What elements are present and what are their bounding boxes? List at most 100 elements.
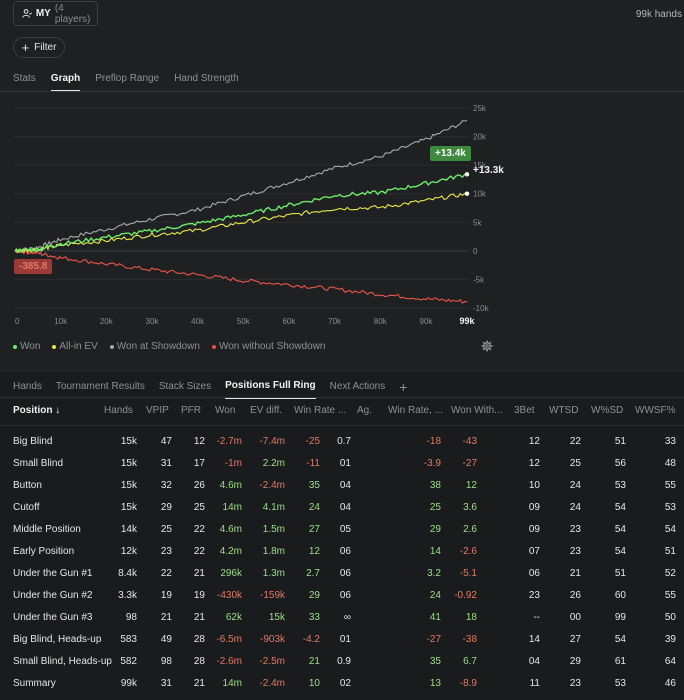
table-cell: 10 [528, 480, 540, 491]
player-selector[interactable]: MY (4 players) [13, 1, 98, 26]
position-name: Big Blind [13, 436, 53, 447]
column-header[interactable]: PFR [181, 405, 201, 416]
table-cell: -2.4m [259, 678, 285, 689]
tab-tournament-results[interactable]: Tournament Results [55, 381, 145, 392]
table-row[interactable]: Small Blind 15k 31 17 -1m 2.2m -11 01 -3.9 -27 12 2… [0, 452, 684, 474]
column-header[interactable]: VPIP [146, 405, 169, 416]
table-row[interactable]: Big Blind 15k 47 12 -2.7m -7.4m -25 0.7 -18 -43 12… [0, 430, 684, 452]
table-cell: 05 [339, 524, 351, 535]
table-row[interactable]: Cutoff 15k 29 25 14m 4.1m 24 04 25 3.6 09 24 54 53 [0, 496, 684, 518]
column-header[interactable]: 3Bet [514, 405, 535, 416]
table-cell: 21 [193, 568, 205, 579]
table-cell: 14 [528, 634, 540, 645]
legend-label: Won without Showdown [218, 341, 326, 352]
column-header[interactable]: W%SD [591, 405, 624, 416]
gear-icon[interactable] [481, 340, 493, 352]
table-cell: 0.9 [337, 656, 351, 667]
legend-item-allin-ev[interactable]: All-in EV [52, 341, 98, 352]
table-row[interactable]: Small Blind, Heads-up 582 98 28 -2.6m -2.5m 21… [0, 650, 684, 672]
tab-graph[interactable]: Graph [50, 73, 81, 92]
table-cell: 07 [528, 546, 540, 557]
table-cell: 35 [308, 480, 320, 491]
tab-preflop-range[interactable]: Preflop Range [95, 73, 160, 84]
table-cell: 17 [193, 458, 205, 469]
y-tick-label: 10k [473, 190, 487, 199]
add-tab-icon[interactable]: + [399, 378, 408, 395]
table-cell: 53 [614, 480, 626, 491]
table-cell: 22 [193, 546, 205, 557]
table-row[interactable]: Middle Position 14k 25 22 4.6m 1.5m 27 05 29 2.6 0… [0, 518, 684, 540]
table-cell: 14k [120, 524, 137, 535]
table-cell: 4.6m [219, 480, 242, 491]
table-cell: 52 [664, 568, 676, 579]
table-row[interactable]: Button 15k 32 26 4.6m -2.4m 35 04 38 12 10 24 53 55 [0, 474, 684, 496]
table-cell: 29 [429, 524, 441, 535]
table-cell: -5.1 [459, 568, 477, 579]
table-cell: ∞ [343, 612, 351, 623]
legend-item-showdown[interactable]: Won at Showdown [109, 341, 200, 352]
position-name: Small Blind, Heads-up [13, 656, 112, 667]
table-cell: 28 [193, 656, 205, 667]
series-end-point [464, 172, 470, 177]
column-header[interactable]: Won [215, 405, 236, 416]
filter-button[interactable]: + Filter [13, 37, 65, 58]
table-cell: 60 [614, 590, 626, 601]
table-row[interactable]: Under the Gun #1 8.4k 22 21 296k 1.3m 2.7 06 3.2… [0, 562, 684, 584]
tab-positions-full-ring[interactable]: Positions Full Ring [225, 380, 316, 399]
column-header[interactable]: Won With... [451, 405, 503, 416]
table-cell: 23 [569, 546, 581, 557]
x-tick-label: 80k [374, 317, 388, 326]
legend-item-won[interactable]: Won [13, 341, 40, 352]
column-header[interactable]: Hands [104, 405, 133, 416]
table-cell: 2.7 [306, 568, 320, 579]
table-cell: 98 [125, 612, 137, 623]
legend-label: Won at Showdown [116, 341, 200, 352]
table-cell: 8.4k [118, 568, 137, 579]
series-line-all-in-ev [14, 192, 468, 253]
table-cell: 15k [120, 480, 137, 491]
column-header[interactable]: WTSD [549, 405, 579, 416]
table-cell: 21 [308, 656, 320, 667]
table-row[interactable]: Under the Gun #2 3.3k 19 19 -430k -159k 29 06 24… [0, 584, 684, 606]
legend-dot [211, 344, 216, 349]
table-cell: 24 [308, 502, 320, 513]
table-cell: 54 [614, 502, 626, 513]
table-cell: 22 [193, 524, 205, 535]
table-cell: 61 [614, 656, 626, 667]
table-cell: 53 [614, 678, 626, 689]
x-tick-label: 70k [328, 317, 342, 326]
table-cell: 38 [429, 480, 441, 491]
table-cell: 25 [160, 524, 172, 535]
tab-hands[interactable]: Hands [13, 381, 42, 392]
y-tick-label: 20k [473, 133, 487, 142]
sort-column-header[interactable]: Position ↓ [13, 405, 61, 416]
legend-dot [109, 344, 114, 349]
column-header[interactable]: WWSF% [635, 405, 676, 416]
position-name: Under the Gun #2 [13, 590, 93, 601]
tab-next-actions[interactable]: Next Actions [329, 381, 386, 392]
table-cell: 29 [308, 590, 320, 601]
summary-row[interactable]: Summary 99k 31 21 14m -2.4m 10 02 13 -8.9 11 23 53 46 [0, 672, 684, 694]
column-header[interactable]: Win Rate, ... [388, 405, 444, 416]
table-cell: 29 [569, 656, 581, 667]
table-cell: 23 [569, 524, 581, 535]
table-cell: -2.5m [259, 656, 285, 667]
positions-table-body: Big Blind 15k 47 12 -2.7m -7.4m -25 0.7 -18 -43 12… [0, 430, 684, 694]
tab-hand-strength[interactable]: Hand Strength [174, 73, 239, 84]
tab-stack-sizes[interactable]: Stack Sizes [158, 381, 212, 392]
column-header[interactable]: Win Rate ... [294, 405, 347, 416]
legend-item-nonshowdown[interactable]: Won without Showdown [211, 341, 326, 352]
column-header[interactable]: EV diff. [250, 405, 283, 416]
table-row[interactable]: Under the Gun #3 98 21 21 62k 15k 33 ∞ 41 18 -- 00 9… [0, 606, 684, 628]
position-name: Summary [13, 678, 56, 689]
table-cell: 19 [193, 590, 205, 601]
table-cell: 53 [664, 502, 676, 513]
x-tick-label: 0 [15, 317, 20, 326]
table-row[interactable]: Early Position 12k 23 22 4.2m 1.8m 12 06 14 -2.6 0… [0, 540, 684, 562]
table-row[interactable]: Big Blind, Heads-up 583 49 28 -6.5m -903k -4.2… [0, 628, 684, 650]
table-cell: 06 [339, 568, 351, 579]
table-cell: 12 [193, 436, 205, 447]
column-header[interactable]: Ag. [357, 405, 373, 416]
tab-stats[interactable]: Stats [13, 73, 36, 84]
table-cell: 12 [528, 458, 540, 469]
